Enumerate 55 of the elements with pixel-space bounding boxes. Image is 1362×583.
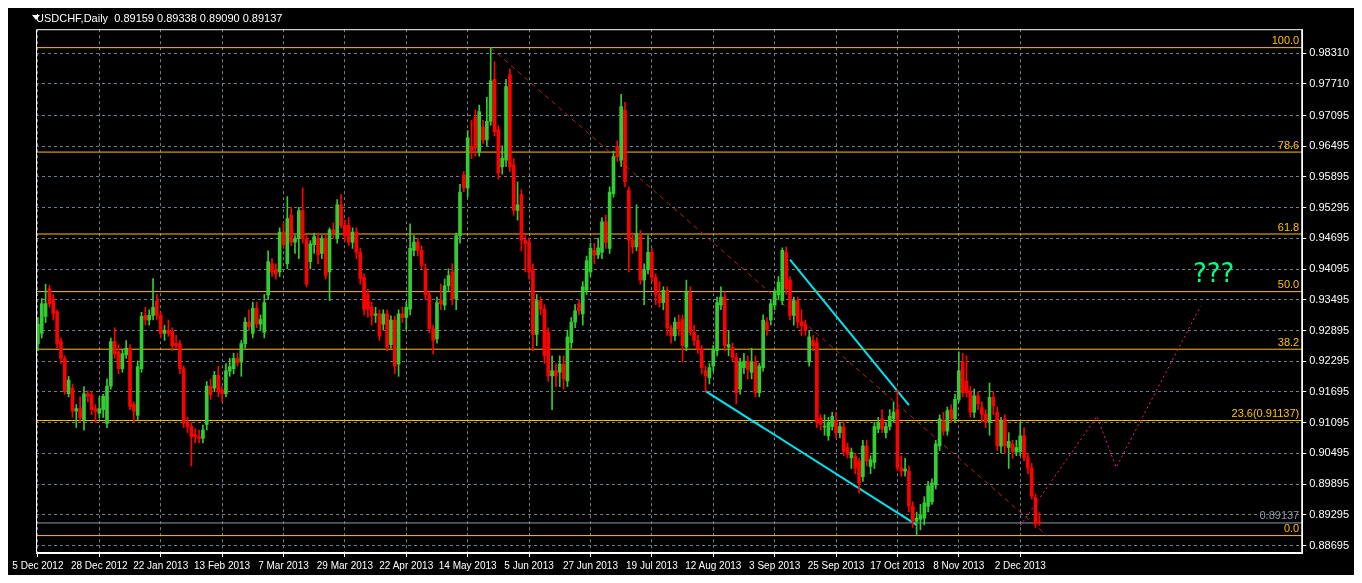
annotation: 50.0 <box>1277 278 1300 291</box>
x-tick-label: 8 Nov 2013 <box>933 559 985 571</box>
annotation: 38.2 <box>1277 335 1300 348</box>
y-tick-label: 0.94695 <box>1309 231 1349 244</box>
candlestick <box>438 283 443 311</box>
x-tick-label: 17 Oct 2013 <box>870 559 926 571</box>
annotation: 61.8 <box>1277 220 1300 233</box>
x-tick-label: 29 Mar 2013 <box>316 559 374 571</box>
x-tick-label: 5 Dec 2012 <box>12 559 64 571</box>
x-tick-label: 12 Aug 2013 <box>685 559 742 571</box>
chart-title: USDCHF,Daily 0.89159 0.89338 0.89090 0.89137 <box>36 11 283 24</box>
x-tick-label: 25 Sep 2013 <box>807 559 865 571</box>
x-tick-label: 22 Jan 2013 <box>133 559 189 571</box>
x-tick-label: 14 May 2013 <box>438 559 498 571</box>
candlestick <box>193 428 198 444</box>
y-tick-label: 0.94095 <box>1309 262 1349 275</box>
x-tick-label: 2 Dec 2013 <box>994 559 1047 571</box>
x-tick-label: 27 Jun 2013 <box>562 559 619 571</box>
candlestick <box>592 242 597 265</box>
line-series <box>1019 305 1202 527</box>
x-tick-label: 3 Sep 2013 <box>749 559 801 571</box>
y-tick-label: 0.97095 <box>1309 108 1349 121</box>
x-tick-label: 22 Apr 2013 <box>379 559 434 571</box>
annotation: 23.6(0.91137) <box>1231 407 1300 420</box>
candlestick <box>1006 432 1011 469</box>
annotation: 0.0 <box>1283 522 1300 535</box>
x-tick-label: 28 Dec 2012 <box>70 559 129 571</box>
candlestick <box>151 278 155 321</box>
candlestick <box>247 309 251 331</box>
y-tick-label: 0.89295 <box>1309 507 1349 520</box>
x-tick-label: 5 Jun 2013 <box>504 559 555 571</box>
y-tick-label: 0.96495 <box>1309 139 1349 152</box>
x-tick-label: 19 Jul 2013 <box>625 559 679 571</box>
annotation: ??? <box>1192 258 1235 289</box>
y-tick-label: 0.95295 <box>1309 200 1349 213</box>
y-tick-label: 0.88695 <box>1309 538 1349 551</box>
y-tick-label: 0.89895 <box>1309 477 1349 490</box>
y-tick-label: 0.93495 <box>1309 292 1349 305</box>
candlestick <box>74 404 79 428</box>
y-tick-label: 0.92295 <box>1309 354 1349 367</box>
candlestick <box>554 363 558 387</box>
y-tick-label: 0.91695 <box>1309 385 1349 397</box>
x-tick-label: 7 Mar 2013 <box>258 559 310 571</box>
y-tick-label: 0.92895 <box>1309 323 1349 336</box>
annotation: 100.0 <box>1271 34 1300 47</box>
ref-line-label: 0.89137 <box>1259 509 1300 522</box>
y-tick-label: 0.95895 <box>1309 169 1349 182</box>
candlestick <box>197 429 201 444</box>
candlestick <box>550 355 554 410</box>
y-tick-label: 0.97710 <box>1309 77 1349 90</box>
x-tick-label: 13 Feb 2013 <box>194 559 251 571</box>
y-tick-label: 0.98310 <box>1309 46 1349 59</box>
y-tick-label: 0.90495 <box>1309 446 1349 459</box>
y-tick-label: 0.91095 <box>1309 415 1349 428</box>
annotation: 78.6 <box>1277 138 1300 151</box>
